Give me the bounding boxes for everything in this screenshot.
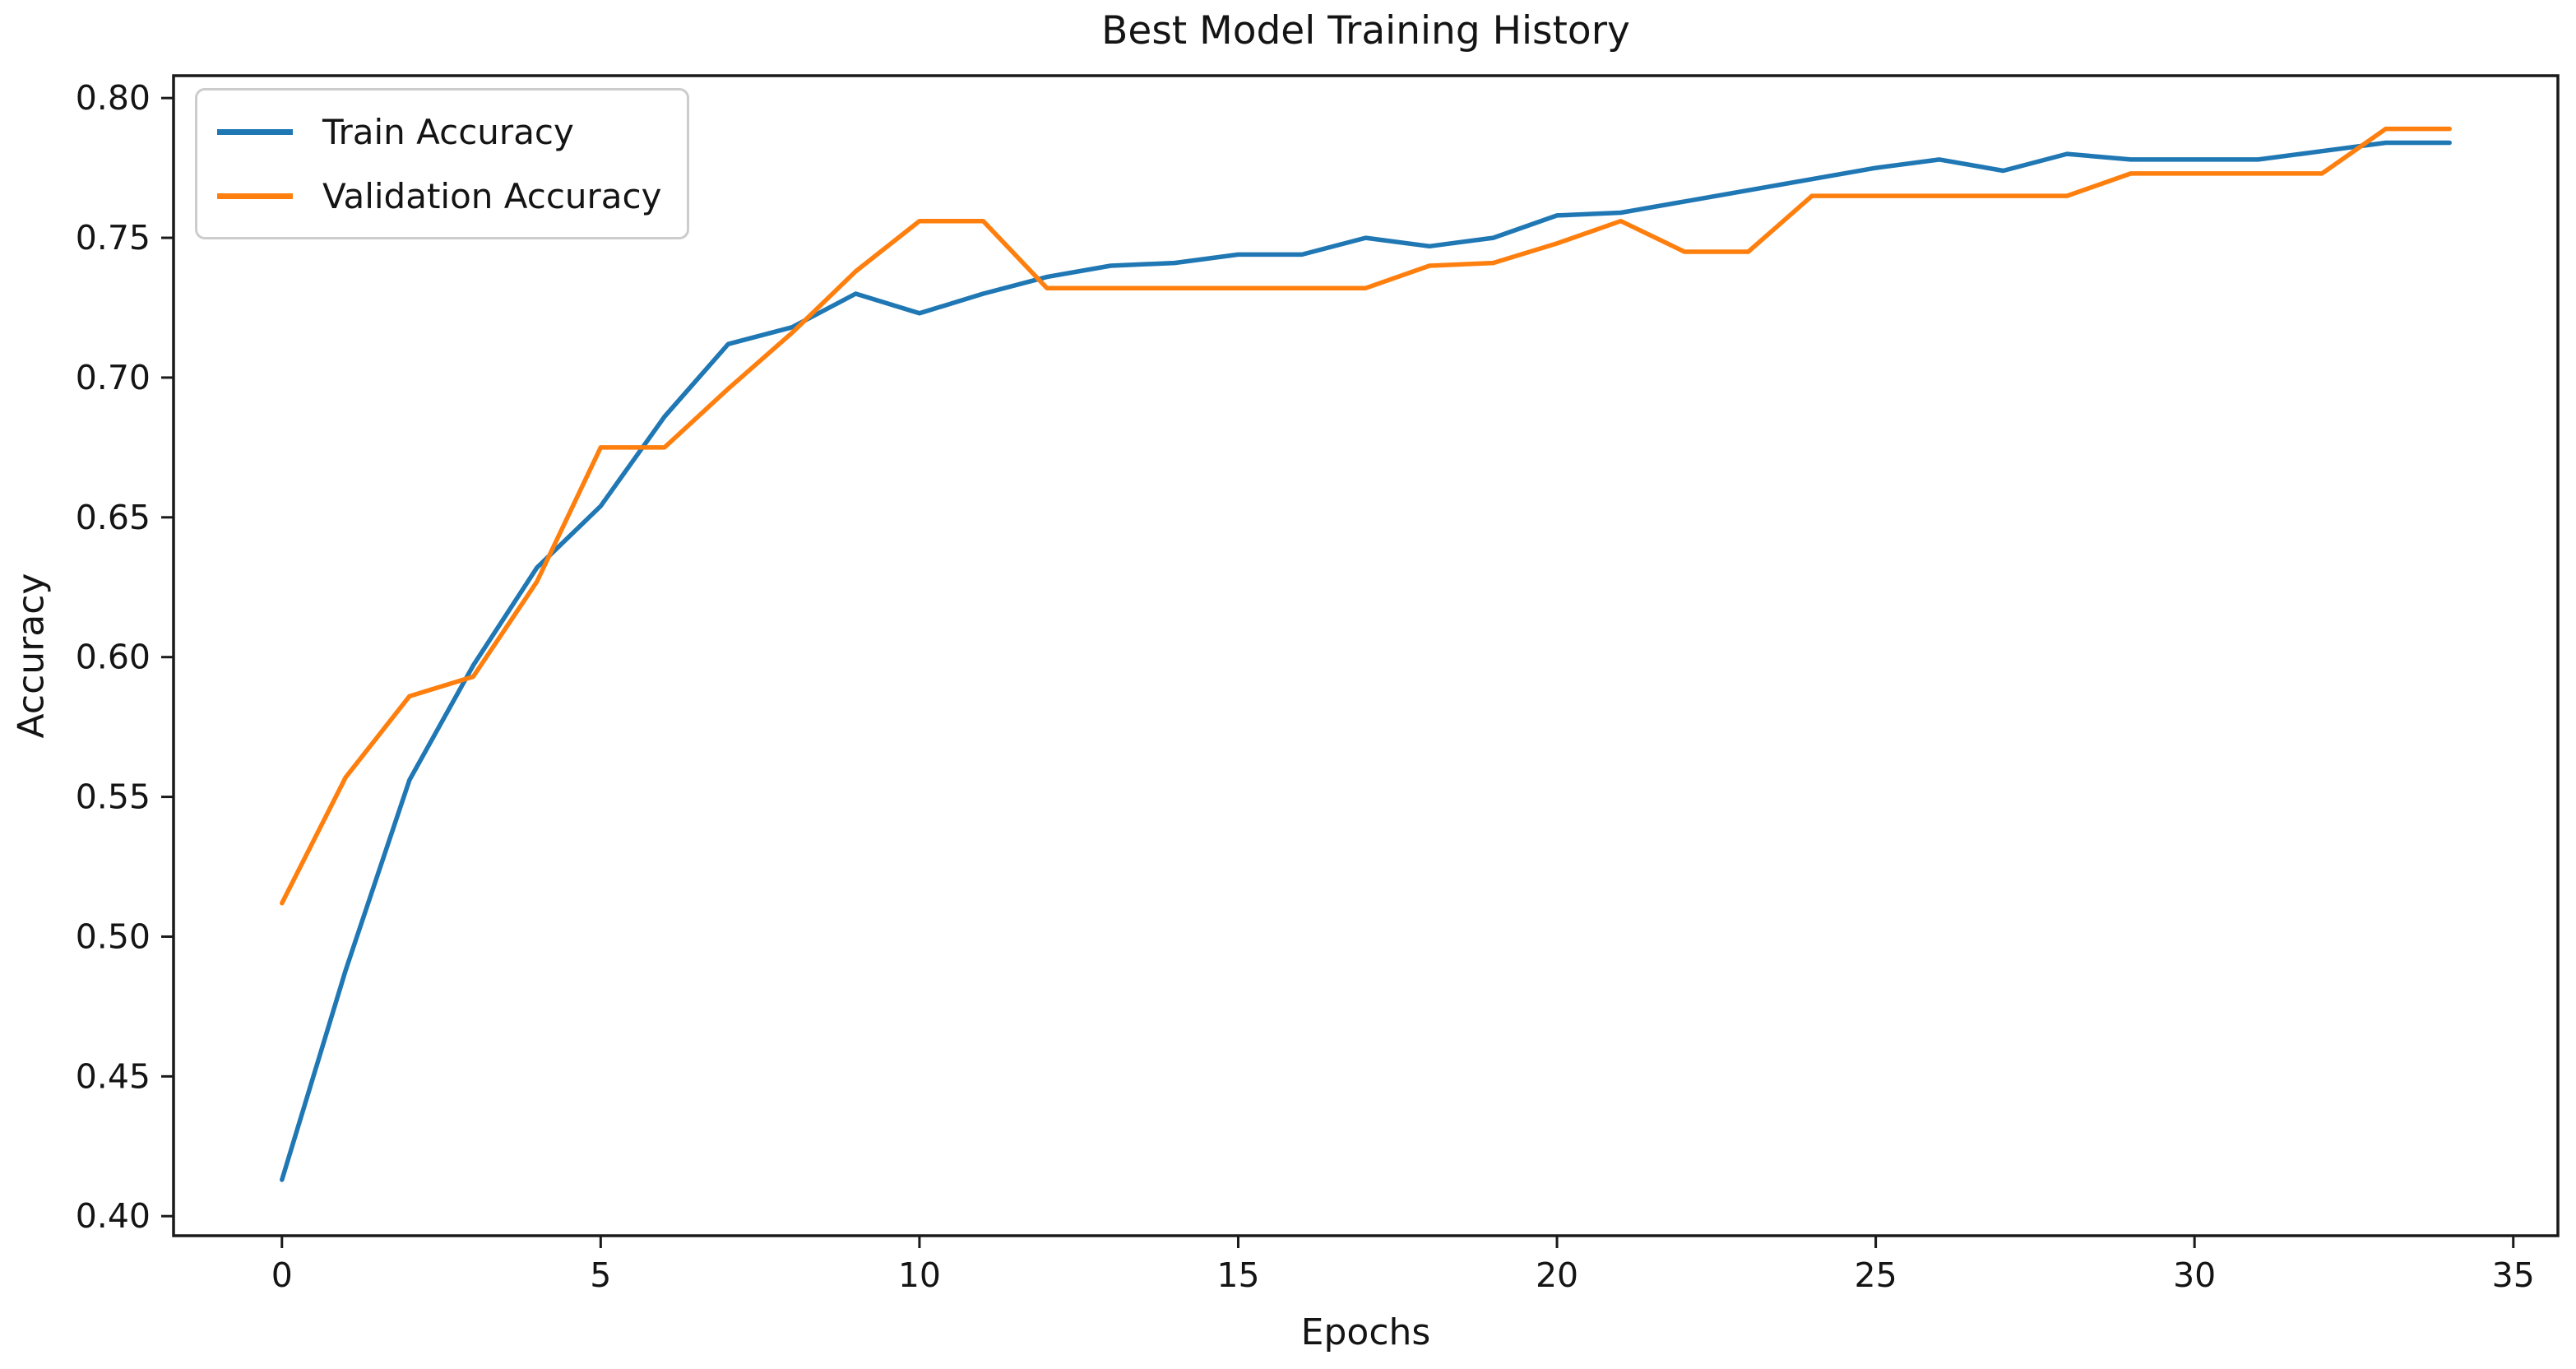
legend-entry-train: Train Accuracy — [217, 105, 662, 158]
x-tick-label: 5 — [590, 1255, 611, 1295]
y-tick-label: 0.75 — [76, 218, 151, 258]
y-tick-label: 0.60 — [76, 638, 151, 677]
y-tick-label: 0.70 — [76, 358, 151, 397]
validation-line-swatch — [217, 193, 293, 199]
legend: Train Accuracy Validation Accuracy — [195, 88, 689, 239]
x-tick-label: 15 — [1216, 1255, 1259, 1295]
y-tick-label: 0.40 — [76, 1196, 151, 1236]
chart-title: Best Model Training History — [1101, 8, 1630, 53]
train-line-swatch — [217, 128, 293, 135]
y-tick-label: 0.65 — [76, 498, 151, 537]
legend-label-train: Train Accuracy — [322, 111, 574, 152]
validation-accuracy-line — [280, 126, 2452, 906]
y-tick-label: 0.45 — [76, 1056, 151, 1096]
x-tick-label: 20 — [1536, 1255, 1578, 1295]
x-tick-label: 25 — [1855, 1255, 1897, 1295]
x-tick-label: 30 — [2173, 1255, 2216, 1295]
y-tick-label: 0.80 — [76, 78, 151, 118]
x-axis-label: Epochs — [1300, 1311, 1431, 1353]
x-tick-label: 35 — [2492, 1255, 2535, 1295]
legend-entry-validation: Validation Accuracy — [217, 169, 662, 222]
y-axis-label: Accuracy — [10, 573, 53, 739]
axes-spines — [172, 74, 2560, 1237]
train-accuracy-line — [280, 140, 2452, 1182]
y-tick-label: 0.50 — [76, 917, 151, 956]
x-tick-label: 10 — [898, 1255, 941, 1295]
y-tick-label: 0.55 — [76, 777, 151, 817]
legend-label-validation: Validation Accuracy — [322, 175, 662, 216]
x-tick-label: 0 — [271, 1255, 293, 1295]
